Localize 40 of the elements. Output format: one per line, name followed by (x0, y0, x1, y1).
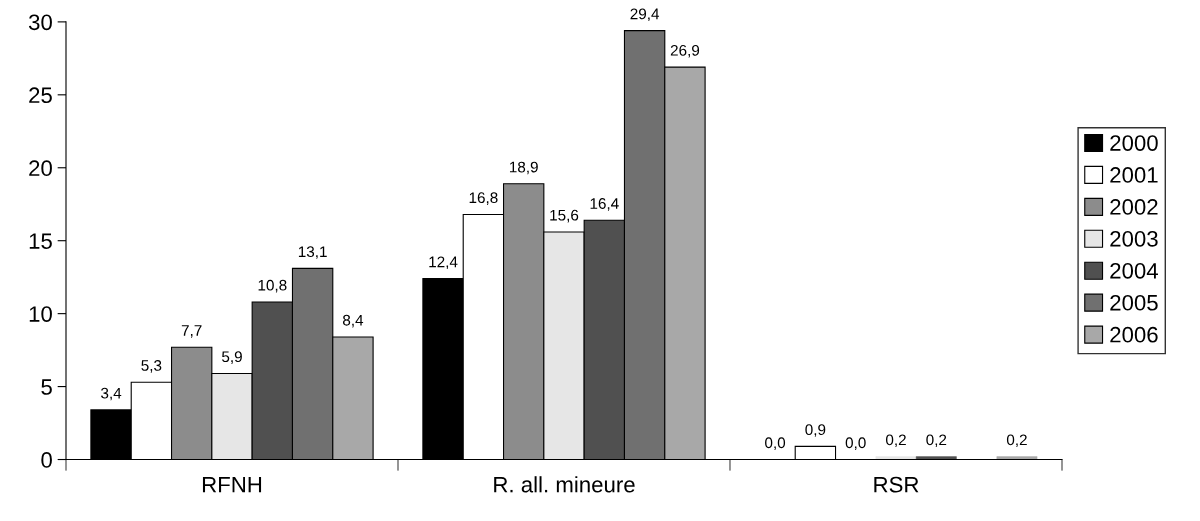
data-label: 0,0 (765, 437, 786, 450)
data-label: 29,4 (630, 8, 660, 22)
x-tick-label: RFNH (202, 477, 262, 493)
data-label: 0,0 (845, 437, 866, 450)
data-label: 8,4 (342, 314, 364, 328)
y-tick-label: 20 (29, 160, 52, 177)
bar (875, 456, 917, 460)
data-label: 15,6 (550, 209, 579, 223)
y-tick-label: 0 (41, 452, 52, 468)
legend-label: 2005 (1110, 294, 1158, 311)
data-label: 16,8 (469, 192, 498, 205)
x-tick-label: R. all. mineure (494, 476, 635, 493)
x-tick-label: RSR (874, 476, 919, 493)
data-label: 0,9 (805, 424, 826, 437)
data-label: 5,9 (221, 351, 242, 364)
legend-label: 2003 (1110, 230, 1158, 247)
y-tick-label: 30 (28, 14, 52, 31)
data-label: 10,8 (258, 279, 287, 293)
y-tick-label: 5 (41, 379, 52, 395)
legend-label: 2000 (1110, 135, 1158, 151)
data-label: 0,2 (1006, 434, 1027, 448)
data-label: 26,9 (670, 44, 700, 58)
legend-label: 2006 (1110, 326, 1158, 343)
y-tick-label: 25 (29, 87, 52, 104)
data-label: 0,2 (926, 434, 947, 448)
legend-label: 2002 (1110, 199, 1158, 215)
data-label: 12,4 (429, 256, 458, 270)
y-tick-label: 15 (29, 233, 52, 249)
data-label: 13,1 (298, 246, 327, 259)
data-label: 0,2 (885, 434, 906, 448)
legend-label: 2004 (1110, 262, 1158, 279)
data-label: 5,3 (141, 360, 162, 373)
data-label: 16,4 (590, 198, 619, 211)
y-tick-label: 10 (29, 306, 52, 322)
data-label: 7,7 (181, 325, 202, 338)
legend-label: 2001 (1110, 167, 1158, 183)
data-label: 3,4 (101, 387, 122, 401)
data-label: 18,9 (509, 161, 538, 175)
bar (915, 456, 957, 460)
bar (996, 456, 1038, 460)
